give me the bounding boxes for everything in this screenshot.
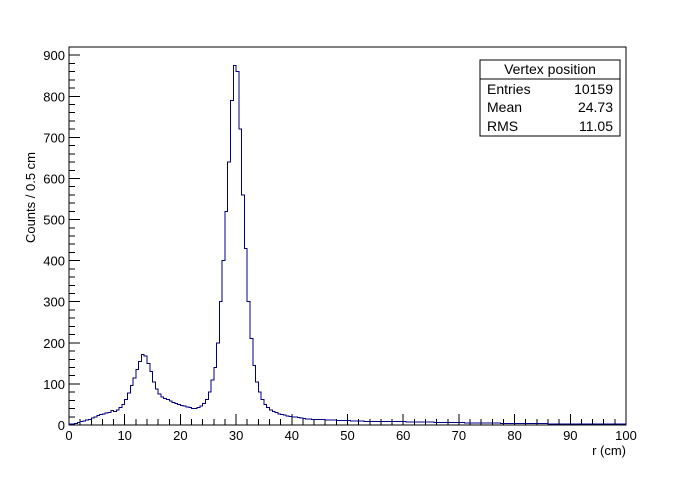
stats-rms-value: 11.05 (579, 118, 613, 134)
y-axis-label: Counts / 0.5 cm (23, 152, 38, 243)
y-axis-tick-labels: 0 100 200 300 400 500 600 700 800 900 (43, 48, 65, 433)
stats-box-frame (479, 59, 621, 137)
x-tick-label: 60 (396, 428, 410, 443)
y-tick-label: 600 (43, 171, 65, 186)
stats-entries-value: 10159 (574, 81, 613, 97)
x-tick-label: 70 (452, 428, 466, 443)
x-axis-label: r (cm) (592, 443, 626, 458)
y-tick-label: 700 (43, 130, 65, 145)
y-tick-label: 100 (43, 377, 65, 392)
y-tick-label: 300 (43, 295, 65, 310)
y-tick-label: 500 (43, 213, 65, 228)
stats-mean-label: Mean (487, 99, 522, 115)
x-tick-label: 50 (340, 428, 354, 443)
stats-mean-value: 24.73 (578, 99, 613, 115)
x-tick-label: 0 (65, 428, 72, 443)
y-axis-ticks (69, 46, 80, 426)
x-tick-label: 30 (229, 428, 243, 443)
y-tick-label: 200 (43, 336, 65, 351)
histogram-series (68, 64, 627, 425)
y-tick-label: 900 (43, 48, 65, 63)
stats-rms-label: RMS (487, 118, 518, 134)
stats-entries-label: Entries (487, 81, 531, 97)
stats-box-title: Vertex position (504, 61, 596, 77)
x-axis-ticks (68, 414, 627, 425)
x-tick-label: 80 (507, 428, 521, 443)
x-tick-label: 40 (285, 428, 299, 443)
y-tick-label: 400 (43, 254, 65, 269)
x-axis-tick-labels: 0 10 20 30 40 50 60 70 80 90 100 (65, 428, 636, 443)
stats-box: Vertex position Entries 10159 Mean 24.73… (479, 59, 621, 137)
x-tick-label: 100 (615, 428, 637, 443)
y-tick-label: 800 (43, 89, 65, 104)
y-tick-label: 0 (58, 418, 65, 433)
x-tick-label: 90 (563, 428, 577, 443)
x-tick-label: 10 (117, 428, 131, 443)
x-tick-label: 20 (173, 428, 187, 443)
